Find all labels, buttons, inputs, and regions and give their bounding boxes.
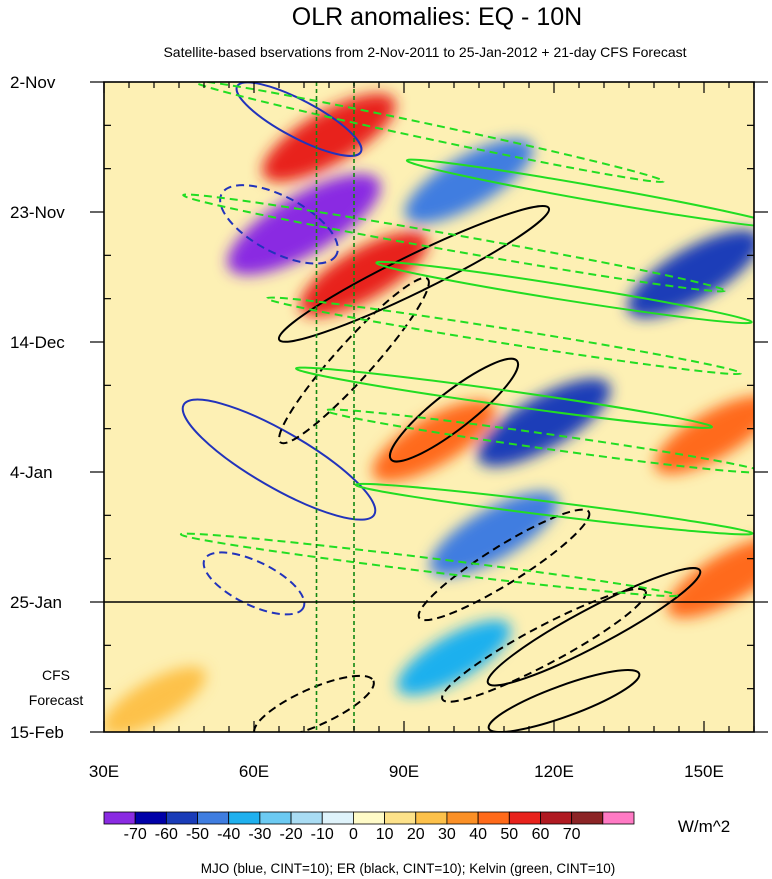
mjo-contour-3 [181,398,377,521]
y-tick-label: 14-Dec [10,333,65,352]
colorbar-label: -60 [155,826,178,843]
colorbar-swatch [384,811,417,825]
kelvin-contour-8 [295,366,713,429]
anomaly-feature-11 [397,620,511,696]
colorbar-swatch [602,811,635,825]
kelvin-contour-6 [405,158,754,229]
colorbar-swatch [134,811,167,825]
colorbar-label: 10 [376,826,394,843]
chart-title: OLR anomalies: EQ - 10N [292,3,582,31]
y-axis: 2-Nov 23-Nov 14-Dec 4-Jan 25-Jan 15-Feb [10,73,768,742]
kelvin-contour-3 [265,296,743,376]
anomaly-feature-3 [299,231,429,317]
colorbar-swatch [259,811,292,825]
colorbar-label: 30 [438,826,456,843]
mjo-contour-4 [202,551,306,616]
wave-filtered-contours [179,82,754,732]
colorbar-swatch [197,811,230,825]
colorbar: -70 -60 -50 -40 -30 -20 -10 0 10 20 30 40 50 60 70 [103,811,635,843]
anomaly-feature-4 [404,138,534,224]
colorbar-swatch [477,811,510,825]
series-er [253,205,702,732]
colorbar-label: -10 [311,826,334,843]
colorbar-swatch [228,811,261,825]
y-tick-label: 25-Jan [10,593,62,612]
reference-longitude-lines [315,82,355,732]
colorbar-swatch [415,811,448,825]
colorbar-swatch [353,811,385,825]
colorbar-label: 50 [500,826,518,843]
colorbar-label: -20 [279,826,302,843]
colorbar-label: 70 [563,826,581,843]
y-tick-label: 2-Nov [10,73,56,92]
kelvin-contour-9 [354,482,754,536]
x-tick-label: 90E [389,762,419,781]
er-contour-3 [441,587,647,703]
y-tick-label: 23-Nov [10,203,65,222]
colorbar-label: -50 [186,826,209,843]
colorbar-swatch [321,811,354,825]
kelvin-contour-7 [375,260,753,325]
anomaly-feature-5 [627,229,754,318]
colorbar-label: 60 [532,826,550,843]
anomaly-feature-2 [227,173,381,275]
y-tick-label: 4-Jan [10,463,53,482]
kelvin-contour-1 [193,82,665,183]
kelvin-contour-2 [182,193,726,293]
colorbar-swatch [103,811,136,825]
anomaly-feature-10 [667,536,754,618]
anomaly-feature-12 [104,666,206,732]
x-tick-label: 120E [534,762,574,781]
colorbar-swatch [508,811,541,825]
y-tick-label: 15-Feb [10,723,64,742]
plot-area [104,82,754,732]
er-contour-2 [417,508,591,622]
colorbar-swatch [571,811,604,825]
x-tick-label: 60E [239,762,269,781]
legend-footnote: MJO (blue, CINT=10); ER (black, CINT=10)… [201,861,616,876]
forecast-label-line2: Forecast [29,692,84,708]
kelvin-contour-5 [179,532,679,598]
er-contour-6 [486,567,702,687]
colorbar-label: -70 [124,826,147,843]
colorbar-label: -40 [217,826,240,843]
colorbar-units: W/m^2 [678,817,730,836]
er-contour-4 [253,674,375,732]
er-contour-7 [487,669,641,732]
colorbar-swatch [446,811,479,825]
anomaly-feature-1 [262,93,396,182]
colorbar-swatch [165,811,198,825]
colorbar-label: 20 [407,826,425,843]
series-kelvin [179,82,754,598]
er-contour-8 [277,205,551,343]
olr-anomaly-field [104,93,754,732]
mjo-contour-1 [219,184,339,265]
forecast-label-line1: CFS [42,667,70,683]
anomaly-feature-8 [654,395,754,474]
colorbar-swatch [540,811,573,825]
x-axis: 30E 60E 90E 120E 150E [89,82,755,781]
x-tick-label: 30E [89,762,119,781]
x-tick-label: 150E [684,762,724,781]
colorbar-label: 40 [469,826,487,843]
colorbar-label: 0 [349,826,358,843]
chart-subtitle: Satellite-based bservations from 2-Nov-2… [163,44,686,60]
er-contour-1 [278,276,430,445]
colorbar-swatch [290,811,323,825]
colorbar-label: -30 [248,826,271,843]
